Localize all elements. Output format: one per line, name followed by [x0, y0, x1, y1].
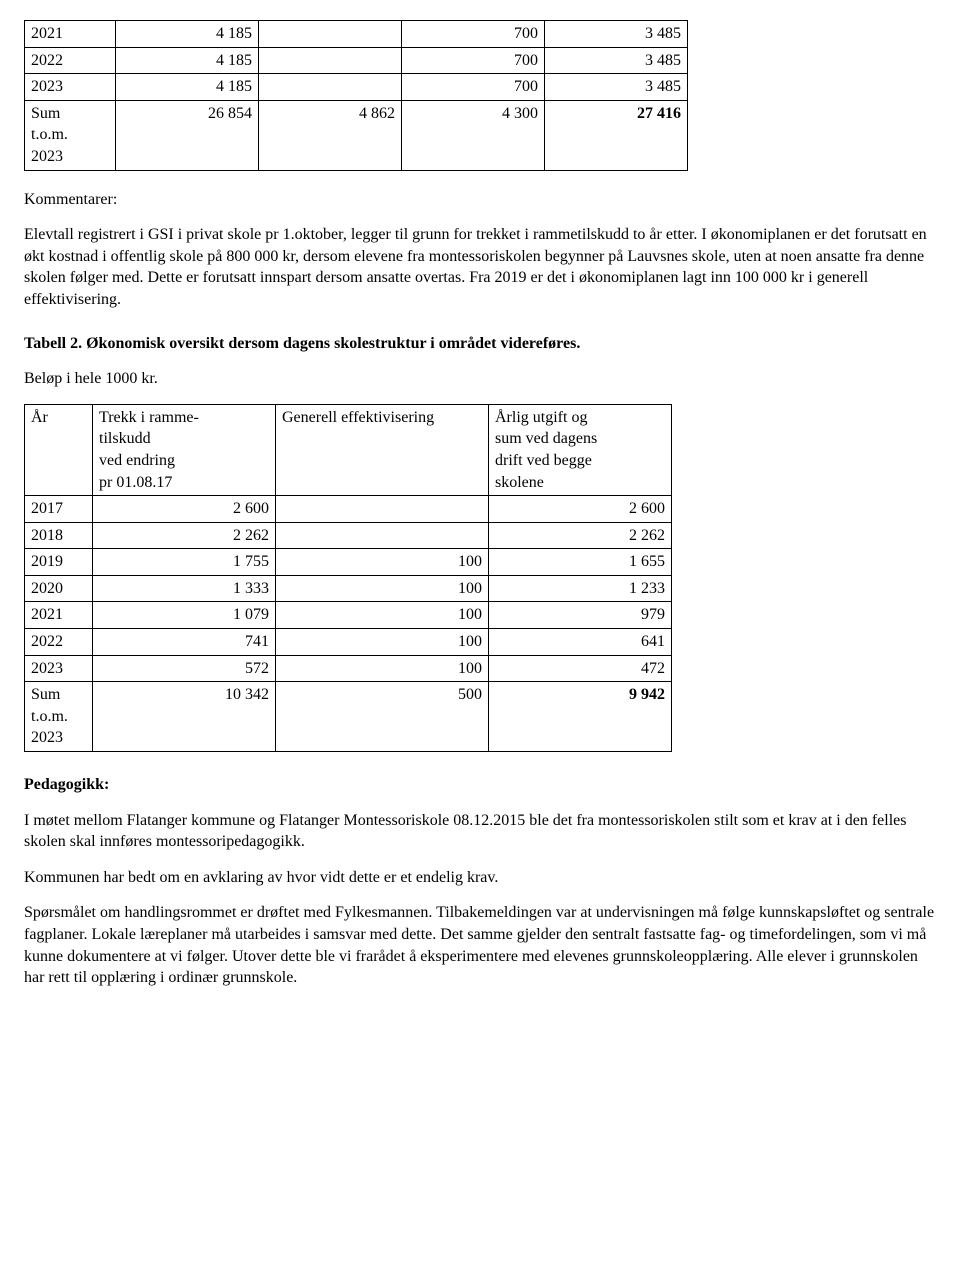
table-row: 20224 1857003 485 [25, 47, 688, 74]
table-row: 2022741100641 [25, 629, 672, 656]
belop-text: Beløp i hele 1000 kr. [24, 368, 936, 390]
pedagogikk-title: Pedagogikk: [24, 774, 936, 796]
table-row: 20172 6002 600 [25, 496, 672, 523]
table-sum-row: Sumt.o.m.202310 3425009 942 [25, 682, 672, 752]
pedagogikk-p3: Spørsmålet om handlingsrommet er drøftet… [24, 902, 936, 988]
table-row: 2023572100472 [25, 655, 672, 682]
table-row: 20201 3331001 233 [25, 575, 672, 602]
table-row: 20211 079100979 [25, 602, 672, 629]
kommentarer-paragraph: Elevtall registrert i GSI i privat skole… [24, 224, 936, 310]
table-row: 20191 7551001 655 [25, 549, 672, 576]
tabell2-title-label: Tabell 2. [24, 335, 82, 352]
table-header-row: ÅrTrekk i ramme-tilskuddved endringpr 01… [25, 404, 672, 495]
table-row: 20182 2622 262 [25, 522, 672, 549]
tabell2-title: Tabell 2. Økonomisk oversikt dersom dage… [24, 333, 936, 355]
table-sum-row: Sumt.o.m.202326 8544 8624 30027 416 [25, 100, 688, 170]
kommentarer-title: Kommentarer: [24, 189, 936, 211]
table-2: ÅrTrekk i ramme-tilskuddved endringpr 01… [24, 404, 672, 752]
table-row: 20214 1857003 485 [25, 21, 688, 48]
table-1: 20214 1857003 48520224 1857003 48520234 … [24, 20, 688, 171]
pedagogikk-p2: Kommunen har bedt om en avklaring av hvo… [24, 867, 936, 889]
pedagogikk-p1: I møtet mellom Flatanger kommune og Flat… [24, 810, 936, 853]
table-row: 20234 1857003 485 [25, 74, 688, 101]
tabell2-title-text: Økonomisk oversikt dersom dagens skolest… [82, 335, 580, 352]
